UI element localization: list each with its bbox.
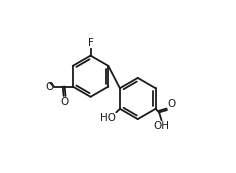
- Text: HO: HO: [100, 113, 116, 123]
- Text: OH: OH: [154, 121, 170, 131]
- Text: O: O: [45, 81, 53, 92]
- Text: O: O: [60, 97, 69, 107]
- Text: O: O: [168, 99, 176, 109]
- Text: F: F: [88, 38, 93, 48]
